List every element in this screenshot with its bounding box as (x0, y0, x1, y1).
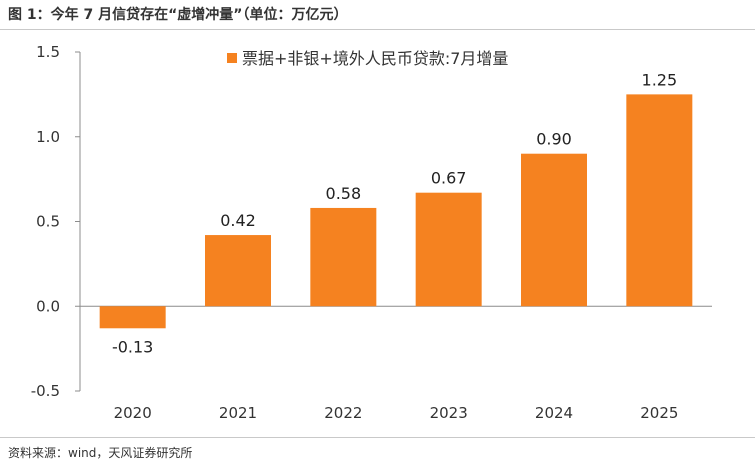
x-tick-label-2020: 2020 (114, 404, 152, 422)
data-label-2020: -0.13 (112, 337, 153, 356)
y-tick-label: -0.5 (31, 382, 60, 400)
bar-2020 (99, 306, 166, 329)
data-label-2025: 1.25 (642, 70, 678, 89)
x-ticks: 2020 2021 2022 2023 2024 2025 (114, 404, 679, 422)
bar-2022 (310, 207, 377, 307)
data-label-2022: 0.58 (326, 184, 362, 203)
y-tick-label: 0.5 (36, 213, 60, 231)
data-label-2023: 0.67 (431, 169, 467, 188)
bar-2021 (205, 235, 271, 307)
y-tick-label: 0.0 (36, 297, 60, 315)
top-divider (0, 29, 755, 30)
legend-swatch (227, 53, 237, 63)
figure-title: 图 1：今年 7 月信贷存在“虚增冲量”（单位：万亿元） (8, 7, 348, 23)
x-tick-label-2022: 2022 (324, 404, 362, 422)
x-tick-label-2023: 2023 (430, 404, 468, 422)
x-tick-label-2024: 2024 (535, 404, 573, 422)
x-tick-label-2025: 2025 (640, 404, 678, 422)
data-label-2021: 0.42 (220, 211, 256, 230)
source-note: 资料来源：wind，天风证券研究所 (8, 446, 193, 460)
y-tick-label: 1.0 (36, 128, 60, 146)
legend-label: 票据+非银+境外人民币贷款:7月增量 (242, 49, 508, 68)
bar-chart: -0.5 0.0 0.5 1.0 1.5 -0.13 0.42 0.58 0.67 0.90 1.… (31, 43, 712, 422)
x-tick-label-2021: 2021 (219, 404, 257, 422)
y-tick-label: 1.5 (36, 43, 60, 61)
bar-2023 (415, 192, 482, 307)
bar-2024 (521, 153, 587, 307)
bar-2025 (626, 94, 693, 307)
bars: -0.13 0.42 0.58 0.67 0.90 1.25 (99, 70, 693, 356)
legend: 票据+非银+境外人民币贷款:7月增量 (227, 49, 508, 68)
data-label-2024: 0.90 (536, 130, 572, 149)
bottom-divider (0, 437, 755, 438)
y-ticks: -0.5 0.0 0.5 1.0 1.5 (31, 43, 80, 400)
